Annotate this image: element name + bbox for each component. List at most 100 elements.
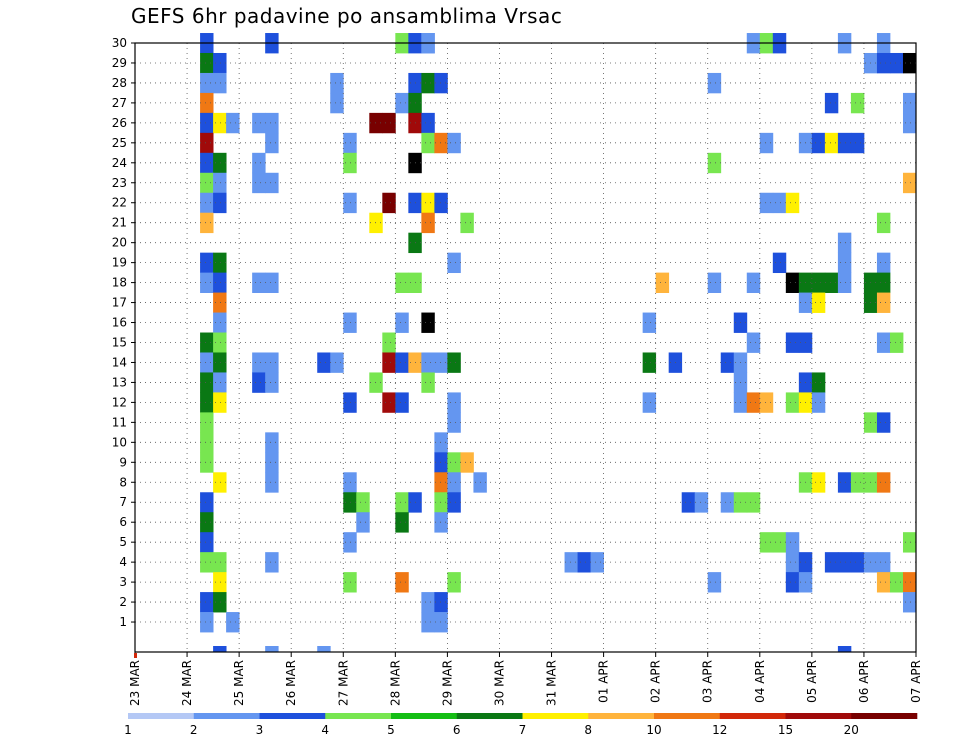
heatmap-cell [746,392,761,413]
colorbar-label: 4 [321,723,329,737]
heatmap-cell [902,112,917,134]
heatmap-cell [213,172,227,194]
colorbar-label: 6 [453,723,461,737]
heatmap-cell [252,272,266,293]
heatmap-cell [395,492,409,513]
heatmap-cell [252,372,266,393]
y-tick-label: 4 [119,555,127,569]
heatmap-cell [382,352,396,373]
heatmap-cell [772,192,787,214]
y-tick-label: 11 [112,415,127,429]
heatmap-cell [421,72,435,94]
heatmap-cell [213,646,227,653]
heatmap-cell [213,312,227,333]
heatmap-cell [824,132,839,154]
heatmap-cell [447,132,461,154]
chart-title: GEFS 6hr padavine po ansamblima Vrsac [131,4,563,28]
heatmap-cell [213,112,227,134]
heatmap-cell [434,192,448,214]
heatmap-cell [421,312,435,333]
heatmap-cell [434,592,448,613]
heatmap-cell [889,52,904,74]
heatmap-cell [434,132,448,154]
y-tick-label: 24 [112,156,127,170]
colorbar-segment [325,713,392,719]
colorbar: 1 2 3 4 5 6 7 8 10 12 15 20 [124,713,918,737]
heatmap-cell [447,252,461,274]
x-tick-label: 06 APR [857,660,871,703]
heatmap-cell [265,132,279,154]
heatmap-cell [707,572,722,593]
heatmap-cell [876,412,891,433]
heatmap-cell [772,532,787,553]
heatmap-cell [902,92,917,114]
heatmap-cell [876,272,891,293]
heatmap-cell [213,72,227,94]
heatmap-cell [876,252,891,274]
y-tick-label: 29 [112,56,127,70]
heatmap-cell [369,212,383,234]
x-tick-label: 31 MAR [545,660,559,706]
x-tick-label: 27 MAR [336,660,350,706]
heatmap-cell [265,172,279,194]
heatmap-cell [421,192,435,214]
heatmap-cell [759,132,774,154]
x-tick-label: 05 APR [805,660,819,703]
heatmap-cell [226,112,240,134]
colorbar-segment [785,713,852,719]
colorbar-segment [654,713,721,719]
heatmap-cell [447,412,461,433]
heatmap-cell [785,532,800,553]
y-tick-label: 22 [112,196,127,210]
heatmap-cell [447,572,461,593]
y-tick-label: 9 [119,455,127,469]
heatmap-cell [343,472,357,493]
heatmap-cell [694,492,709,513]
y-tick-label: 6 [119,515,127,529]
x-tick-label: 01 APR [597,660,611,703]
y-tick-label: 18 [112,276,127,290]
heatmap-cell [642,392,657,413]
heatmap-cell [772,252,787,274]
heatmap-cell [395,92,409,114]
heatmap-cell [265,452,279,473]
heatmap-cell [447,392,461,413]
heatmap-cell [876,472,891,493]
heatmap-cell [395,352,409,373]
heatmap-cell [200,272,214,293]
heatmap-cell [213,472,227,493]
x-tick-label: 23 MAR [128,660,142,706]
colorbar-segment [851,713,918,719]
heatmap-cell [395,312,409,333]
colorbar-label: 7 [519,723,527,737]
heatmap-cell [382,392,396,413]
heatmap-cell [824,272,839,293]
colorbar-label: 1 [124,723,132,737]
y-tick-label: 10 [112,435,127,449]
heatmap-cell [759,192,774,214]
heatmap-cell [707,272,722,293]
heatmap-cell [200,352,214,373]
heatmap-cell [434,612,448,633]
colorbar-label: 8 [584,723,592,737]
heatmap-cell [213,332,227,353]
heatmap-cell [837,552,852,573]
heatmap-cell [889,332,904,353]
heatmap-cell [330,92,344,114]
heatmap-cell [447,352,461,373]
heatmap-cell [746,272,761,293]
heatmap-cell [200,332,214,353]
y-tick-label: 12 [112,395,127,409]
colorbar-segment [128,713,195,719]
heatmap-cell [759,532,774,553]
y-tick-label: 28 [112,76,127,90]
heatmap-cell [434,492,448,513]
heatmap-cell [200,152,214,174]
heatmap-cell [252,172,266,194]
x-tick-label: 29 MAR [440,660,454,706]
heatmap-cell [356,492,370,513]
y-tick-label: 19 [112,256,127,270]
heatmap-cell [642,312,657,333]
heatmap-cell [681,492,696,513]
heatmap-cell [876,292,891,313]
